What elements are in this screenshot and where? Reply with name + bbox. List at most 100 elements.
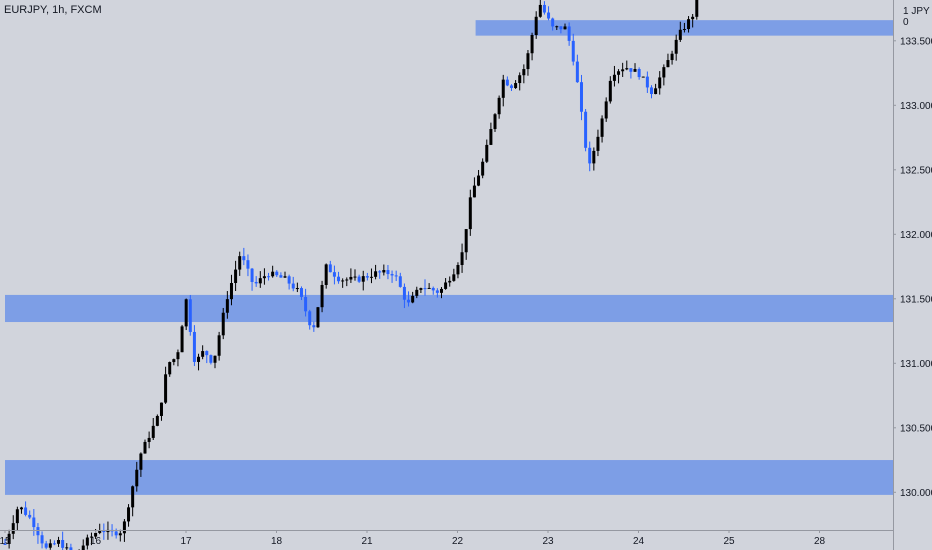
candle-body — [316, 307, 320, 328]
candle-body — [205, 351, 209, 356]
candle-body — [28, 514, 32, 518]
candle-body — [691, 16, 695, 20]
candle-body — [213, 355, 217, 363]
candle-body — [357, 276, 361, 282]
time-tick-label: 24 — [633, 536, 645, 547]
candle-body — [448, 280, 452, 283]
candle-body — [283, 276, 287, 278]
candle-body — [139, 453, 143, 470]
candle-body — [312, 325, 316, 328]
candle-body — [147, 437, 151, 442]
candle-body — [32, 517, 36, 528]
candle-body — [102, 530, 106, 533]
candle-body — [279, 275, 283, 278]
candle-body — [168, 362, 172, 375]
candle-body — [633, 69, 637, 72]
time-tick-label: 22 — [452, 536, 464, 547]
candle-body — [571, 40, 575, 62]
candle-body — [547, 12, 551, 19]
candle-body — [57, 539, 61, 544]
candle-body — [48, 543, 52, 548]
candle-body — [485, 144, 489, 162]
candle-body — [242, 256, 246, 261]
candle-body — [386, 270, 390, 275]
candle-body — [518, 75, 522, 84]
price-tick-label: 132.500 — [900, 165, 932, 176]
candle-body — [24, 507, 28, 515]
candle-body — [225, 299, 229, 313]
candle-body — [164, 374, 168, 403]
candle-body — [238, 256, 242, 270]
candle-body — [551, 18, 555, 27]
candle-body — [365, 276, 369, 278]
candle-body — [176, 352, 180, 360]
candle-body — [497, 97, 501, 115]
candle-body — [40, 535, 44, 544]
candle-body — [608, 80, 612, 102]
candle-body — [155, 415, 159, 426]
candle-body — [629, 68, 633, 72]
time-tick-label: 17 — [180, 536, 192, 547]
candle-body — [114, 531, 118, 536]
candle-body — [192, 331, 196, 362]
price-tick-label: 131.500 — [900, 294, 932, 305]
candle-body — [328, 264, 332, 273]
time-tick-label: 21 — [361, 536, 373, 547]
candle-body — [588, 147, 592, 164]
candle-body — [460, 252, 464, 266]
candle-body — [678, 29, 682, 40]
candle-body — [267, 276, 271, 278]
plot-area[interactable] — [0, 0, 893, 530]
candle-body — [188, 299, 192, 332]
candle-body — [262, 276, 266, 279]
time-tick-label: 18 — [271, 536, 283, 547]
candle-body — [542, 4, 546, 13]
candle-body — [415, 289, 419, 296]
candle-body — [666, 60, 670, 68]
candle-body — [402, 286, 406, 300]
candle-body — [61, 539, 65, 548]
candle-body — [538, 4, 542, 17]
candle-body — [687, 19, 691, 30]
price-tick-label: 131.000 — [900, 359, 932, 370]
candle-body — [197, 356, 201, 362]
candle-body — [658, 77, 662, 89]
price-tick-label: 132.000 — [900, 230, 932, 241]
candle-body — [209, 355, 213, 363]
candle-body — [563, 26, 567, 30]
candle-body — [411, 295, 415, 303]
candle-body — [184, 299, 188, 327]
candle-body — [530, 35, 534, 54]
candle-body — [505, 79, 509, 86]
candle-body — [559, 26, 563, 30]
candle-body — [592, 150, 596, 164]
candle-body — [423, 288, 427, 290]
candle-body — [135, 469, 139, 487]
candle-body — [353, 276, 357, 278]
candle-body — [275, 271, 279, 276]
candle-body — [7, 533, 11, 544]
candle-body — [427, 287, 431, 289]
time-tick-label: 15 — [0, 536, 11, 547]
candle-body — [398, 276, 402, 287]
currency-label: 1 JPY 0 — [903, 6, 930, 28]
candle-body — [579, 82, 583, 112]
time-tick-label: 28 — [814, 536, 826, 547]
candle-body — [94, 532, 98, 537]
candle-body — [456, 265, 460, 275]
candle-body — [654, 88, 658, 95]
symbol-title: EURJPY, 1h, FXCM — [4, 4, 102, 16]
time-tick-label: 16 — [90, 536, 102, 547]
candle-body — [65, 547, 69, 549]
candle-body — [337, 276, 341, 282]
candle-body — [382, 270, 386, 273]
candle-body — [118, 533, 122, 536]
candle-body — [575, 61, 579, 83]
candle-body — [407, 299, 411, 303]
candle-body — [131, 486, 135, 508]
candle-body — [320, 284, 324, 308]
candle-body — [489, 129, 493, 145]
candle-body — [81, 545, 85, 550]
